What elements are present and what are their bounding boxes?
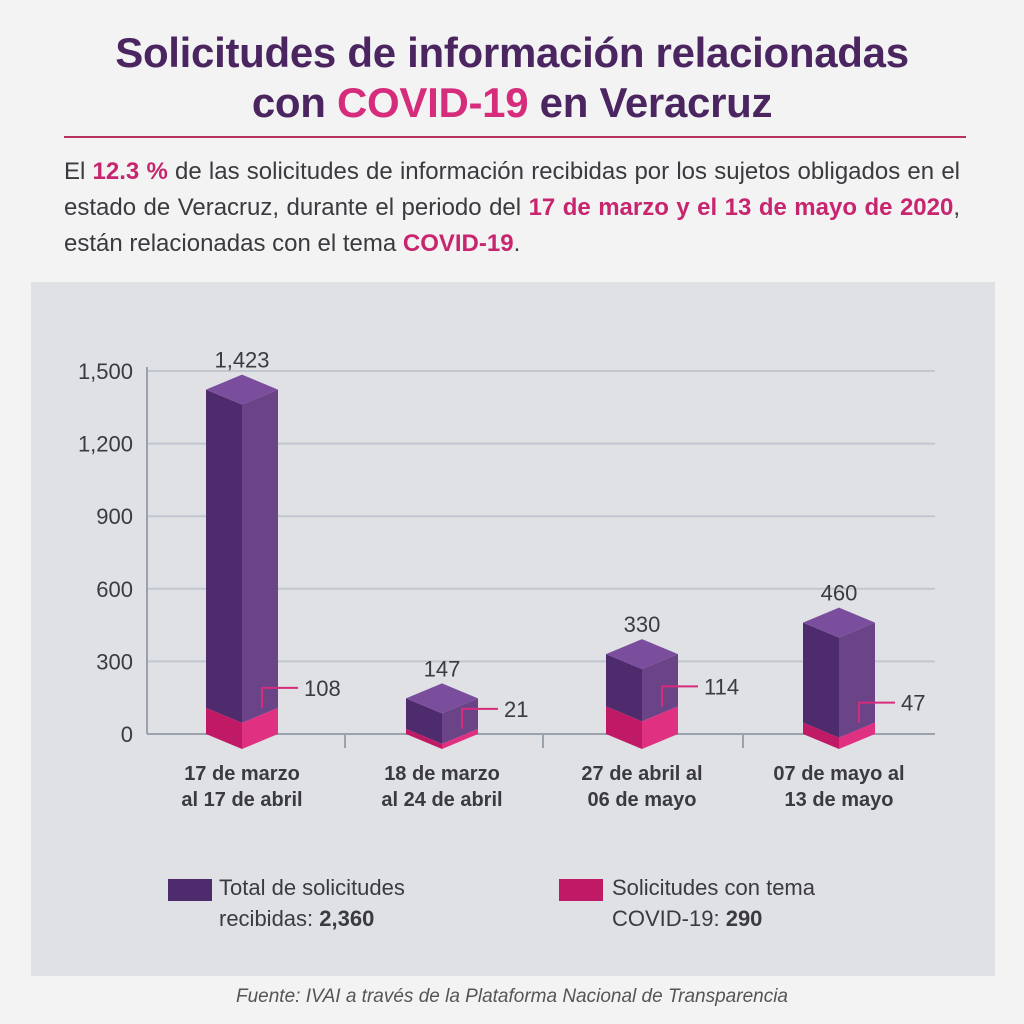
y-tick-label: 0 (121, 722, 133, 747)
covid-bar-front-face (206, 707, 242, 749)
total-bar-top-face (803, 607, 875, 638)
x-category-label: al 17 de abril (181, 789, 302, 811)
y-tick-label: 1,200 (78, 432, 133, 457)
title-pre: con (251, 79, 337, 126)
x-category-label: 07 de mayo al (773, 763, 904, 785)
title-divider (64, 136, 966, 138)
intro-highlight-topic: COVID-19 (402, 230, 514, 257)
title-post: en Veracruz (528, 79, 773, 126)
intro-paragraph: El 12.3 % de las solicitudes de informac… (64, 154, 960, 262)
intro-text-2: de las solicitudes de información recibi… (64, 158, 961, 221)
legend-total-swatch (168, 879, 212, 901)
legend-covid: Solicitudes con tema COVID-19: 290 (612, 872, 815, 934)
total-bar-side-face (642, 654, 678, 722)
intro-text-4: . (513, 230, 521, 257)
total-bar-side-face (839, 622, 875, 738)
covid-value-label: 47 (901, 691, 925, 716)
legend-covid-label: Solicitudes con tema (612, 875, 815, 900)
legend-total-line2: recibidas: 2,360 (219, 903, 405, 934)
total-value-label: 330 (624, 612, 661, 637)
covid-leader-line (461, 707, 498, 729)
covid-bar-front-face (803, 722, 839, 749)
legend-total-label2: recibidas: (219, 906, 320, 931)
legend-total-label: Total de solicitudes (219, 875, 405, 900)
intro-highlight-period: 17 de marzo y el 13 de mayo de 2020 (528, 194, 954, 221)
legend-covid-swatch (559, 879, 603, 901)
covid-value-label: 108 (304, 676, 341, 701)
covid-bar-front-face (606, 706, 642, 749)
total-bar-front-face (406, 698, 442, 744)
x-category-label: 06 de mayo (588, 789, 697, 811)
y-tick-label: 300 (96, 649, 133, 674)
x-category-label: al 24 de abril (381, 789, 502, 811)
intro-text-1: El (64, 158, 93, 185)
intro-text-3: , están relacionadas con el tema (64, 194, 961, 257)
total-value-label: 460 (821, 581, 858, 606)
y-tick-label: 600 (96, 577, 133, 602)
covid-bar-side-face (242, 707, 278, 749)
page-title: Solicitudes de información relacionadas … (0, 28, 1024, 128)
legend-covid-line2: COVID-19: 290 (612, 903, 815, 934)
total-bar-top-face (406, 683, 478, 714)
covid-bar-front-face (406, 728, 442, 749)
covid-bar-side-face (642, 706, 678, 749)
total-bar-front-face (206, 389, 242, 723)
covid-leader-line (261, 686, 298, 708)
y-tick-label: 900 (96, 504, 133, 529)
total-bar-front-face (606, 654, 642, 722)
total-bar-front-face (803, 622, 839, 738)
chart-panel: 0 300 600 900 1,200 1,500 1,423 108 17 de marzo a… (31, 282, 995, 976)
title-line-2: con COVID-19 en Veracruz (0, 78, 1024, 128)
x-category-label: 13 de mayo (785, 789, 894, 811)
total-value-label: 147 (424, 656, 461, 681)
source-note: Fuente: IVAI a través de la Plataforma N… (235, 986, 788, 1007)
x-category-label: 18 de marzo (384, 763, 500, 785)
covid-leader-line (858, 701, 895, 723)
legend-covid-value: 290 (725, 906, 763, 931)
intro-highlight-percent: 12.3 % (92, 158, 168, 185)
total-bar-side-face (242, 389, 278, 723)
total-value-label: 1,423 (214, 348, 269, 373)
x-category-label: 17 de marzo (184, 763, 300, 785)
covid-value-label: 21 (504, 697, 528, 722)
x-category-label: 27 de abril al (581, 763, 702, 785)
covid-bar-side-face (442, 728, 478, 749)
covid-bar-side-face (839, 722, 875, 749)
legend-total: Total de solicitudes recibidas: 2,360 (219, 872, 405, 934)
covid-value-label: 114 (704, 674, 739, 699)
covid-leader-line (661, 685, 698, 707)
legend-total-value: 2,360 (319, 906, 375, 931)
total-bar-top-face (206, 374, 278, 405)
total-bar-top-face (606, 639, 678, 670)
title-line-1: Solicitudes de información relacionadas (115, 29, 909, 76)
bar-chart: 0 300 600 900 1,200 1,500 1,423 108 17 de marzo a… (78, 348, 935, 811)
title-accent: COVID-19 (336, 79, 529, 126)
legend-covid-label2: COVID-19: (612, 906, 726, 931)
y-tick-label: 1,500 (78, 359, 133, 384)
